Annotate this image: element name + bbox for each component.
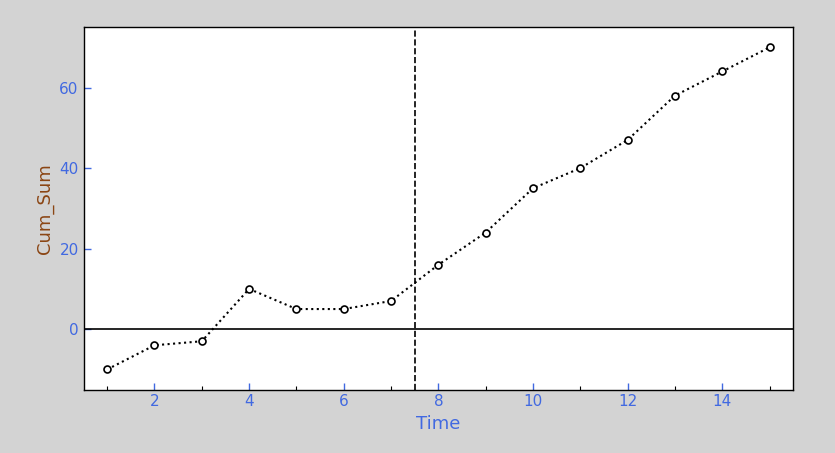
X-axis label: Time: Time: [416, 415, 461, 433]
Y-axis label: Cum_Sum: Cum_Sum: [36, 163, 53, 254]
